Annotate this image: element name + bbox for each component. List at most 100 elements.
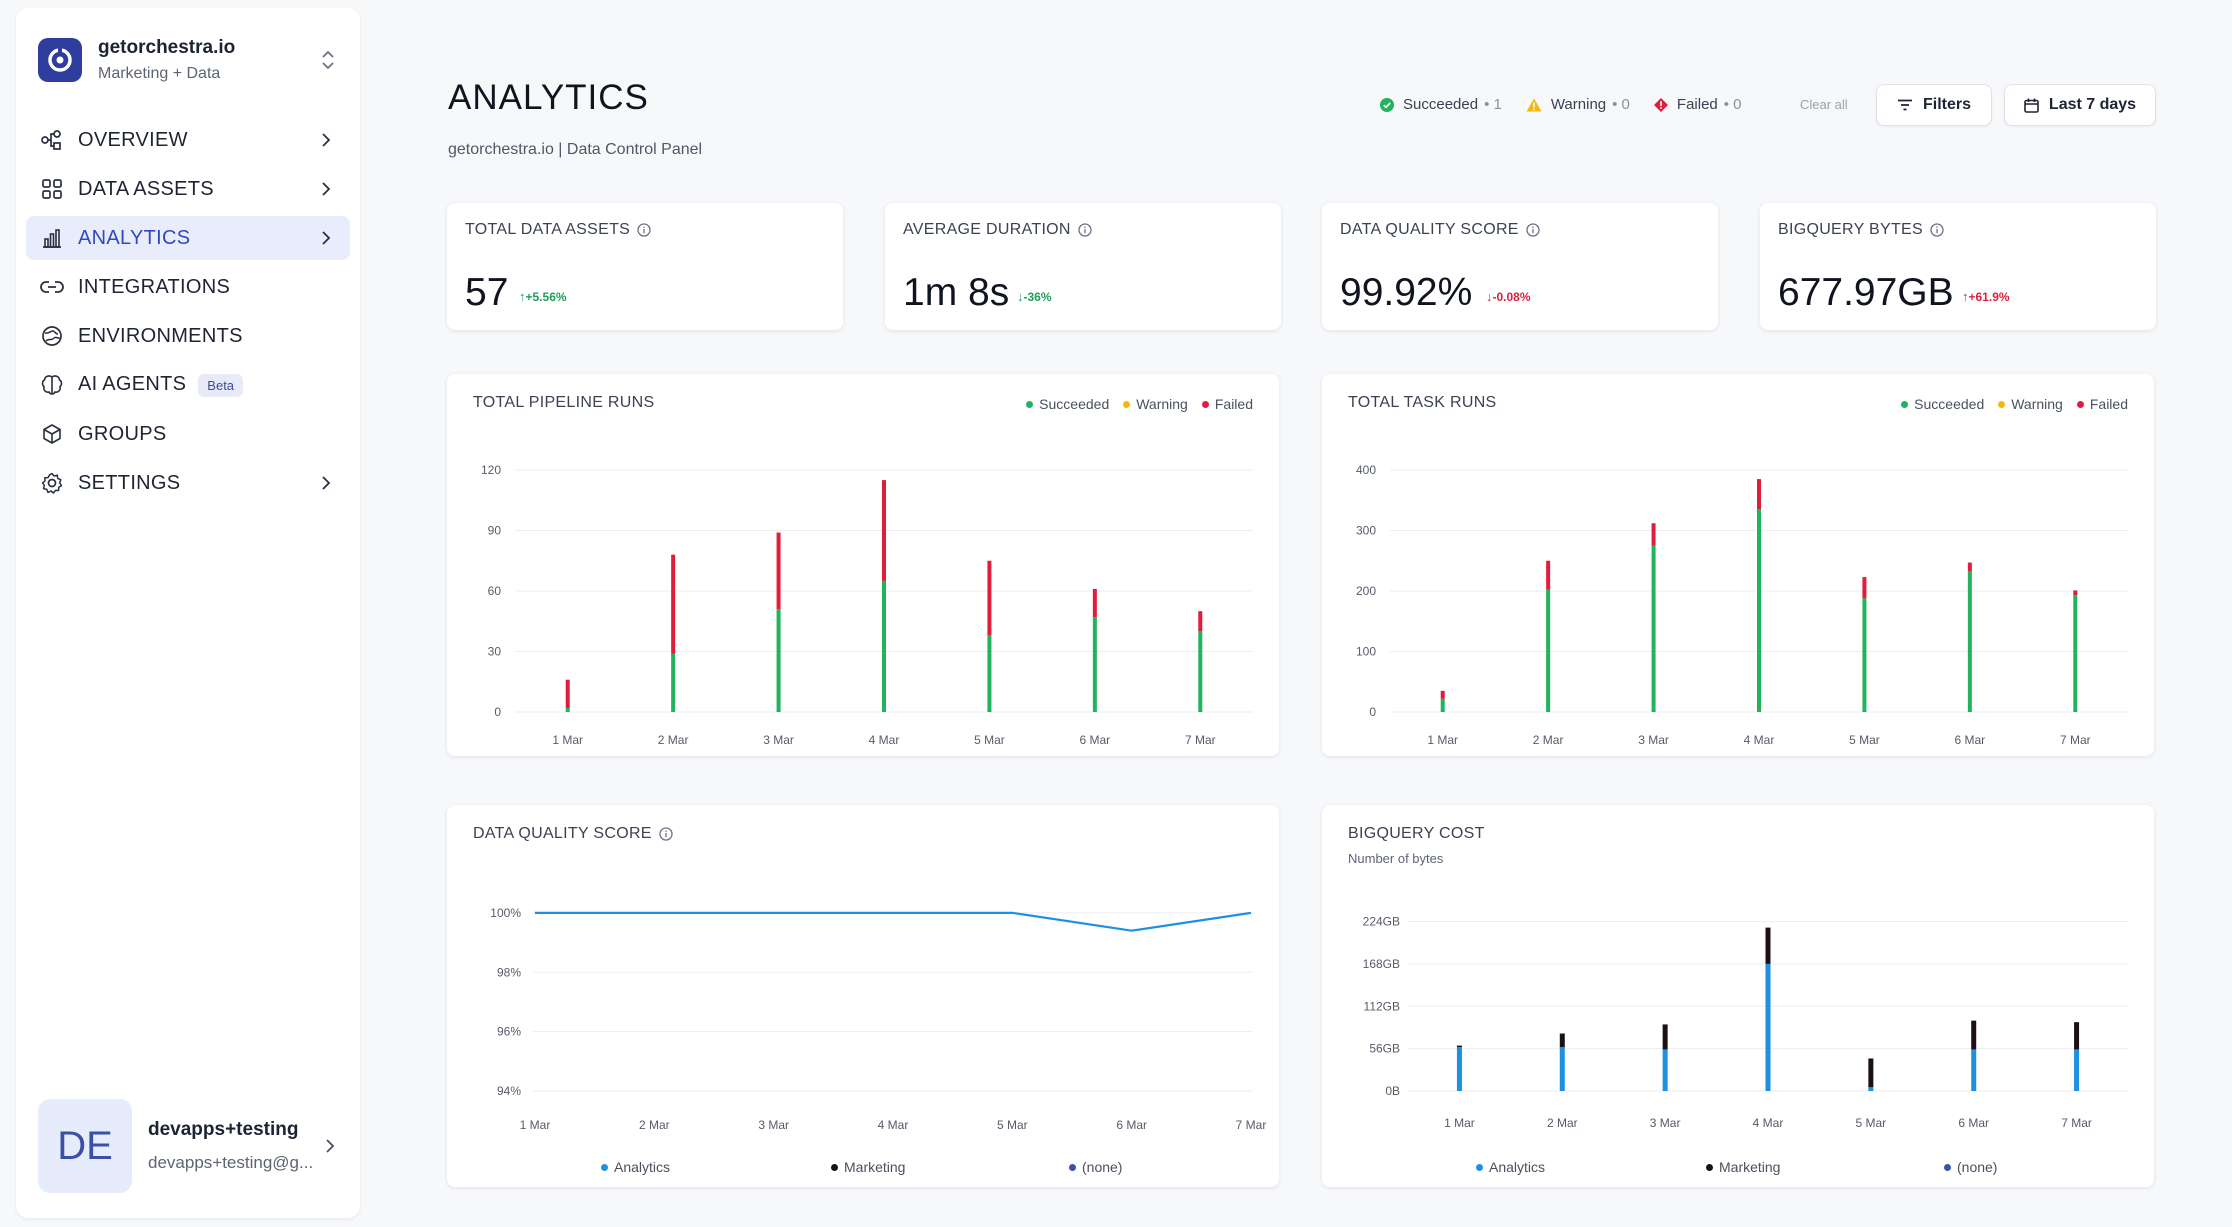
sidebar-item-label: OVERVIEW [78,128,188,151]
x-tick-label: 6 Mar [1080,733,1111,747]
status-count: • 1 [1484,96,1502,113]
bar-segment-succeeded [1862,598,1867,712]
bar-segment-failed [565,679,570,708]
y-tick-label: 100 [1356,645,1376,659]
legend-item-marketing[interactable]: Marketing [1706,1159,1780,1175]
panel-title: BIGQUERY COST [1348,825,1485,842]
kpi-delta: ↓-0.08% [1486,289,1531,304]
failed-diamond-icon [1653,97,1668,112]
bar-segment-succeeded [1967,571,1972,712]
bar-segment-marketing [2074,1022,2080,1050]
bar-chart-icon [38,224,66,252]
x-tick-label: 5 Mar [1856,1116,1887,1130]
date-range-button[interactable]: Last 7 days [2004,84,2156,126]
legend-label: Marketing [844,1159,906,1175]
kpi-label: AVERAGE DURATION [903,221,1071,238]
legend-item-failed[interactable]: Failed [1201,396,1253,412]
bar-segment-succeeded [1651,545,1656,712]
sidebar-item-data-assets[interactable]: DATA ASSETS [26,167,350,211]
chart-panel-task-runs: 0 100 200 300 400 1 Mar 2 Mar 3 Mar 4 Mar 5 Mar 6 … [1322,374,2154,756]
sidebar-nav: OVERVIEW DATA ASSETS ANALYTICS INTEGRATI… [26,118,350,510]
bar-segment-failed [2073,590,2078,596]
info-icon[interactable] [1078,223,1092,237]
legend-item-marketing[interactable]: Marketing [831,1159,905,1175]
avatar: DE [38,1099,132,1193]
sidebar-item-analytics[interactable]: ANALYTICS [26,216,350,260]
status-failed[interactable]: Failed • 0 [1653,96,1742,113]
chevron-up-down-icon[interactable] [316,40,340,80]
bar-segment-analytics [2074,1049,2080,1091]
legend-item-warning[interactable]: Warning [1998,396,2063,412]
cube-icon [38,420,66,448]
line-series-analytics [535,911,1252,932]
legend-item-none[interactable]: (none) [1069,1159,1122,1175]
legend-item-succeeded[interactable]: Succeeded [1901,396,1984,412]
globe-icon [38,322,66,350]
bar-segment-failed [1546,560,1551,590]
info-icon[interactable] [1930,223,1944,237]
bar-segment-succeeded [1546,589,1551,712]
sidebar-item-groups[interactable]: GROUPS [26,412,350,456]
bar-segment-failed [1651,523,1656,546]
legend-item-analytics[interactable]: Analytics [601,1159,670,1175]
workspace-subtitle: Marketing + Data [98,65,221,82]
sidebar-item-environments[interactable]: ENVIRONMENTS [26,314,350,358]
x-tick-label: 6 Mar [1958,1116,1989,1130]
chart-legend: Succeeded Warning Failed [1012,396,1253,412]
sidebar-item-ai-agents[interactable]: AI AGENTS Beta [26,363,350,407]
legend-label: Succeeded [1039,396,1110,412]
bar-segment-succeeded [776,609,781,712]
legend-item-succeeded[interactable]: Succeeded [1026,396,1109,412]
bar-segment-analytics [1971,1049,1977,1091]
grid-icon [38,175,66,203]
info-icon[interactable] [637,223,651,237]
legend-item-failed[interactable]: Failed [2076,396,2128,412]
calendar-icon [2024,98,2039,113]
user-menu[interactable]: DE devapps+testing devapps+testing@g... [38,1098,340,1194]
kpi-delta: ↑+5.56% [519,289,567,304]
sidebar-item-integrations[interactable]: INTEGRATIONS [26,265,350,309]
legend-item-none[interactable]: (none) [1944,1159,1997,1175]
filters-button[interactable]: Filters [1876,84,1992,126]
info-icon[interactable] [1526,223,1540,237]
kpi-value: 677.97GB [1778,271,1954,314]
bar-segment-analytics [1765,963,1771,1091]
kpi-delta: ↓-36% [1017,289,1052,304]
clear-all-link[interactable]: Clear all [1800,97,1848,112]
legend-label: Warning [2011,396,2063,412]
bar-segment-succeeded [565,707,570,712]
bar-segment-marketing [1765,927,1771,964]
run-status-summary: Succeeded • 1 Warning • 0 Failed • 0 [1380,96,1766,113]
chevron-right-icon [316,179,336,199]
legend-dot [601,1163,608,1171]
page-title: ANALYTICS [448,78,649,117]
panel-title: TOTAL TASK RUNS [1348,394,1497,411]
status-warning[interactable]: Warning • 0 [1526,96,1630,113]
y-tick-label: 98% [497,965,521,979]
kpi-label: BIGQUERY BYTES [1778,221,1923,238]
legend-dot [1123,400,1131,408]
legend-dot [1201,400,1209,408]
sidebar-item-overview[interactable]: OVERVIEW [26,118,350,162]
workspace-name: getorchestra.io [98,37,236,58]
info-icon[interactable] [659,827,673,841]
x-tick-label: 2 Mar [639,1118,670,1132]
legend-item-warning[interactable]: Warning [1123,396,1188,412]
sidebar-item-settings[interactable]: SETTINGS [26,461,350,505]
date-range-label: Last 7 days [2048,96,2137,113]
chart-legend: Succeeded Warning Failed [1887,396,2128,412]
y-tick-label: 0B [1385,1084,1400,1098]
status-succeeded[interactable]: Succeeded • 1 [1380,96,1502,113]
y-tick-label: 60 [488,584,502,598]
legend-dot [1944,1163,1951,1171]
legend-label: (none) [1957,1159,1998,1175]
x-tick-label: 2 Mar [1547,1116,1578,1130]
y-tick-label: 400 [1356,463,1376,477]
kpi-card-data-quality-score: DATA QUALITY SCORE 99.92% ↓-0.08% [1322,203,1718,330]
y-tick-label: 168GB [1363,957,1400,971]
workspace-switcher[interactable]: getorchestra.io Marketing + Data [38,30,340,90]
legend-label: Analytics [614,1159,671,1175]
kpi-label: TOTAL DATA ASSETS [465,221,631,238]
arrow-down-icon: ↓ [1486,289,1493,304]
legend-item-analytics[interactable]: Analytics [1476,1159,1545,1175]
